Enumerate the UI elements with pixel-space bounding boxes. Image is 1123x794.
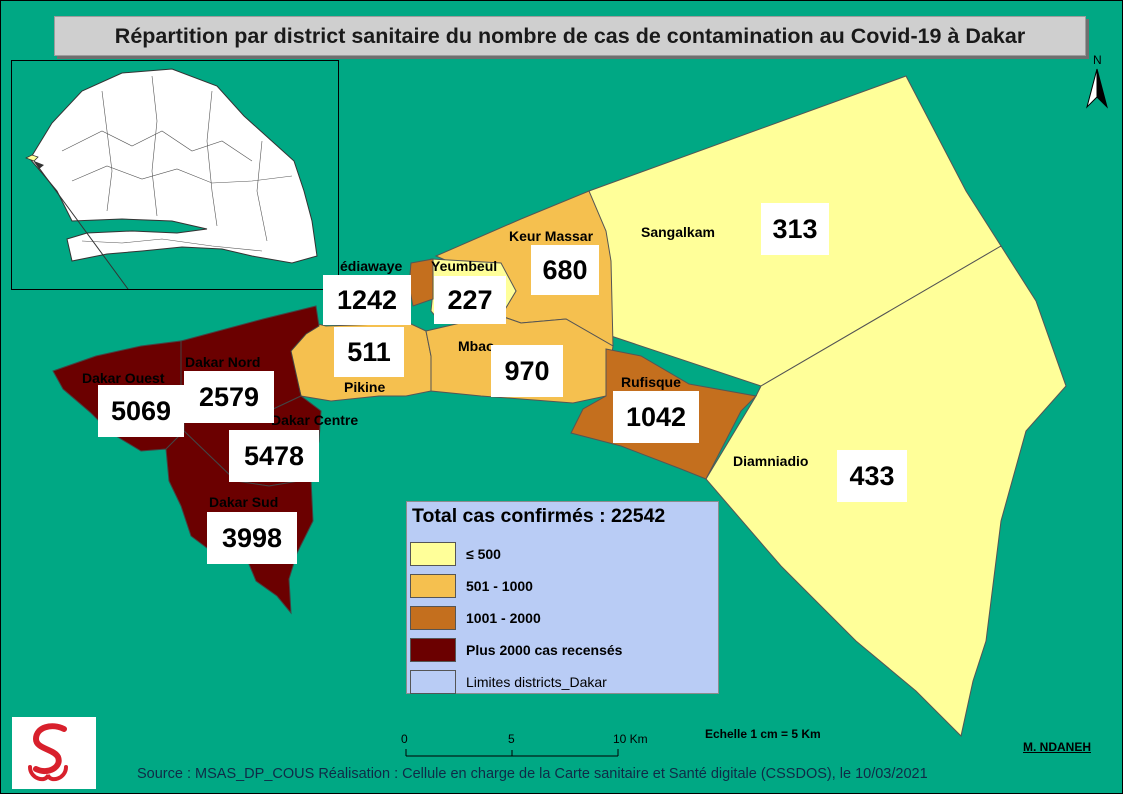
district-label: Pikine xyxy=(344,379,386,395)
inset-region-lines xyxy=(61,75,293,252)
case-count: 1242 xyxy=(323,275,411,325)
district-label: Yeumbeul xyxy=(431,258,498,274)
north-arrow-icon: N xyxy=(1086,53,1108,109)
legend-label: Limites districts_Dakar xyxy=(466,674,607,690)
case-count: 433 xyxy=(837,450,907,502)
legend-label: 1001 - 2000 xyxy=(466,610,541,626)
inset-map xyxy=(11,60,339,350)
legend-label: Plus 2000 cas recensés xyxy=(466,642,623,658)
scale-tick-label: 0 xyxy=(401,732,408,746)
legend: Total cas confirmés : 22542 ≤ 500 501 - … xyxy=(406,501,719,694)
legend-swatch xyxy=(410,574,456,598)
legend-swatch xyxy=(410,542,456,566)
legend-label: 501 - 1000 xyxy=(466,578,533,594)
case-count: 1042 xyxy=(613,391,699,443)
case-count: 313 xyxy=(761,203,829,255)
north-arrow: N xyxy=(1084,53,1110,113)
legend-swatch xyxy=(410,606,456,630)
source-note: Source : MSAS_DP_COUS Réalisation : Cell… xyxy=(137,766,928,782)
district-label: Mbao xyxy=(458,338,495,354)
case-count: 511 xyxy=(334,327,404,377)
legend-title: Total cas confirmés : 22542 xyxy=(412,505,666,527)
legend-label: ≤ 500 xyxy=(466,546,501,562)
district-guediawaye-area xyxy=(408,258,434,307)
scale-note: Echelle 1 cm = 5 Km xyxy=(705,727,821,741)
district-label: Keur Massar xyxy=(509,228,594,244)
logo-icon xyxy=(28,723,68,782)
case-count: 5069 xyxy=(98,385,184,437)
district-label: Dakar Nord xyxy=(185,354,261,370)
district-label: Dakar Sud xyxy=(209,494,279,510)
north-letter: N xyxy=(1093,53,1102,67)
district-label: Sangalkam xyxy=(641,224,715,240)
case-count: 227 xyxy=(434,276,506,324)
scale-tick-label: 5 xyxy=(508,732,515,746)
map-title: Répartition par district sanitaire du no… xyxy=(54,16,1086,56)
inset-pointer-arrow xyxy=(34,161,44,169)
district-label: édiawaye xyxy=(340,258,403,274)
scale-tick-label: 10 Km xyxy=(613,732,648,746)
case-count: 680 xyxy=(531,245,599,295)
legend-swatch xyxy=(410,638,456,662)
inset-senegal-svg xyxy=(25,68,318,350)
legend-swatch xyxy=(410,670,456,694)
inset-dakar-highlight xyxy=(25,154,39,162)
case-count: 970 xyxy=(491,345,563,397)
case-count: 2579 xyxy=(184,371,274,423)
district-label: Dakar Ouest xyxy=(82,370,165,386)
logo xyxy=(12,717,96,789)
author-credit: M. NDANEH xyxy=(1023,740,1091,754)
case-count: 5478 xyxy=(229,430,319,482)
district-label: Dakar Centre xyxy=(271,412,359,428)
district-label: Rufisque xyxy=(621,374,681,390)
senegal-outline xyxy=(29,68,318,264)
district-label: Diamniadio xyxy=(733,453,809,469)
scale-bar xyxy=(405,749,619,757)
case-count: 3998 xyxy=(207,512,297,564)
